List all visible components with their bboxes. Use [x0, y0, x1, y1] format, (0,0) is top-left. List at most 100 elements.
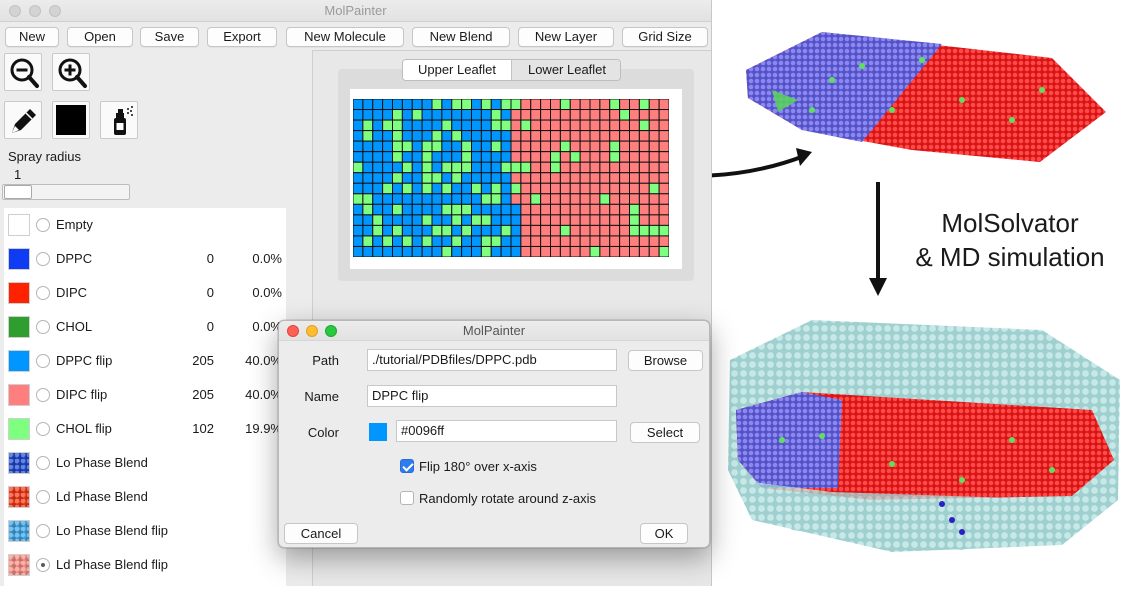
grid-cell[interactable]	[382, 235, 394, 247]
grid-cell[interactable]	[461, 203, 473, 216]
grid-cell[interactable]	[431, 203, 443, 216]
grid-cell[interactable]	[589, 245, 601, 257]
grid-cell[interactable]	[648, 119, 660, 132]
grid-cell[interactable]	[658, 151, 669, 163]
grid-cell[interactable]	[353, 99, 364, 111]
grid-cell[interactable]	[589, 214, 601, 226]
grid-cell[interactable]	[441, 193, 453, 205]
grid-cell[interactable]	[569, 119, 581, 132]
grid-cell[interactable]	[500, 182, 512, 195]
grid-cell[interactable]	[658, 224, 669, 237]
grid-cell[interactable]	[638, 203, 650, 216]
grid-cell[interactable]	[540, 151, 552, 163]
grid-cell[interactable]	[658, 119, 669, 132]
path-input[interactable]: ./tutorial/PDBfiles/DPPC.pdb	[367, 349, 617, 371]
zoom-out-button[interactable]	[4, 53, 42, 91]
grid-cell[interactable]	[559, 130, 571, 142]
grid-cell[interactable]	[441, 109, 453, 121]
grid-cell[interactable]	[392, 161, 403, 174]
grid-cell[interactable]	[510, 193, 522, 205]
grid-cell[interactable]	[372, 99, 384, 111]
grid-cell[interactable]	[550, 151, 561, 163]
grid-cell[interactable]	[520, 109, 532, 121]
grid-cell[interactable]	[629, 203, 640, 216]
save-button[interactable]: Save	[140, 27, 199, 47]
tab-lower-leaflet[interactable]: Lower Leaflet	[512, 60, 620, 80]
grid-cell[interactable]	[372, 130, 384, 142]
grid-cell[interactable]	[362, 235, 374, 247]
grid-cell[interactable]	[510, 214, 522, 226]
grid-cell[interactable]	[421, 235, 433, 247]
grid-cell[interactable]	[471, 172, 482, 184]
grid-cell[interactable]	[401, 245, 413, 257]
grid-cell[interactable]	[609, 235, 621, 247]
grid-size-button[interactable]: Grid Size	[622, 27, 708, 47]
rotate-checkbox[interactable]	[400, 491, 414, 505]
grid-cell[interactable]	[569, 161, 581, 174]
grid-cell[interactable]	[471, 214, 482, 226]
grid-cell[interactable]	[392, 151, 403, 163]
grid-cell[interactable]	[392, 99, 403, 111]
grid-cell[interactable]	[559, 161, 571, 174]
grid-cell[interactable]	[451, 161, 463, 174]
grid-cell[interactable]	[451, 235, 463, 247]
grid-cell[interactable]	[362, 130, 374, 142]
grid-cell[interactable]	[599, 172, 611, 184]
grid-cell[interactable]	[353, 193, 364, 205]
grid-cell[interactable]	[648, 130, 660, 142]
list-item[interactable]: Ld Phase Blend	[4, 480, 286, 514]
grid-cell[interactable]	[510, 119, 522, 132]
grid-cell[interactable]	[530, 235, 542, 247]
spray-radius-slider-handle[interactable]	[4, 185, 32, 199]
grid-cell[interactable]	[471, 161, 482, 174]
grid-cell[interactable]	[530, 130, 542, 142]
grid-cell[interactable]	[569, 193, 581, 205]
grid-cell[interactable]	[648, 182, 660, 195]
grid-cell[interactable]	[421, 182, 433, 195]
grid-cell[interactable]	[500, 214, 512, 226]
grid-cell[interactable]	[353, 245, 364, 257]
grid-cell[interactable]	[648, 151, 660, 163]
grid-cell[interactable]	[638, 151, 650, 163]
new-button[interactable]: New	[5, 27, 59, 47]
grid-cell[interactable]	[353, 109, 364, 121]
grid-cell[interactable]	[609, 245, 621, 257]
grid-cell[interactable]	[540, 235, 552, 247]
grid-cell[interactable]	[471, 193, 482, 205]
grid-cell[interactable]	[362, 119, 374, 132]
grid-cell[interactable]	[658, 245, 669, 257]
molecule-radio[interactable]	[36, 422, 50, 436]
grid-cell[interactable]	[550, 99, 561, 111]
grid-cell[interactable]	[658, 130, 669, 142]
grid-cell[interactable]	[362, 99, 374, 111]
grid-cell[interactable]	[353, 130, 364, 142]
grid-cell[interactable]	[510, 140, 522, 153]
grid-cell[interactable]	[461, 119, 473, 132]
grid-cell[interactable]	[372, 193, 384, 205]
grid-cell[interactable]	[619, 151, 631, 163]
grid-cell[interactable]	[658, 235, 669, 247]
list-item[interactable]: DIPC 0 0.0%	[4, 276, 286, 310]
grid-cell[interactable]	[648, 235, 660, 247]
molecule-radio[interactable]	[36, 388, 50, 402]
grid-cell[interactable]	[550, 214, 561, 226]
grid-cell[interactable]	[471, 130, 482, 142]
list-item[interactable]: CHOL 0 0.0%	[4, 310, 286, 344]
grid-cell[interactable]	[658, 109, 669, 121]
grid-cell[interactable]	[471, 109, 482, 121]
grid-cell[interactable]	[579, 172, 591, 184]
grid-cell[interactable]	[648, 99, 660, 111]
grid-cell[interactable]	[382, 224, 394, 237]
grid-cell[interactable]	[382, 130, 394, 142]
grid-cell[interactable]	[559, 214, 571, 226]
grid-cell[interactable]	[353, 161, 364, 174]
grid-cell[interactable]	[480, 224, 492, 237]
grid-cell[interactable]	[619, 161, 631, 174]
grid-cell[interactable]	[461, 99, 473, 111]
grid-cell[interactable]	[599, 203, 611, 216]
grid-cell[interactable]	[629, 119, 640, 132]
dialog-minimize-button[interactable]	[306, 325, 318, 337]
grid-cell[interactable]	[480, 109, 492, 121]
molecule-radio[interactable]	[36, 490, 50, 504]
grid-cell[interactable]	[490, 119, 502, 132]
